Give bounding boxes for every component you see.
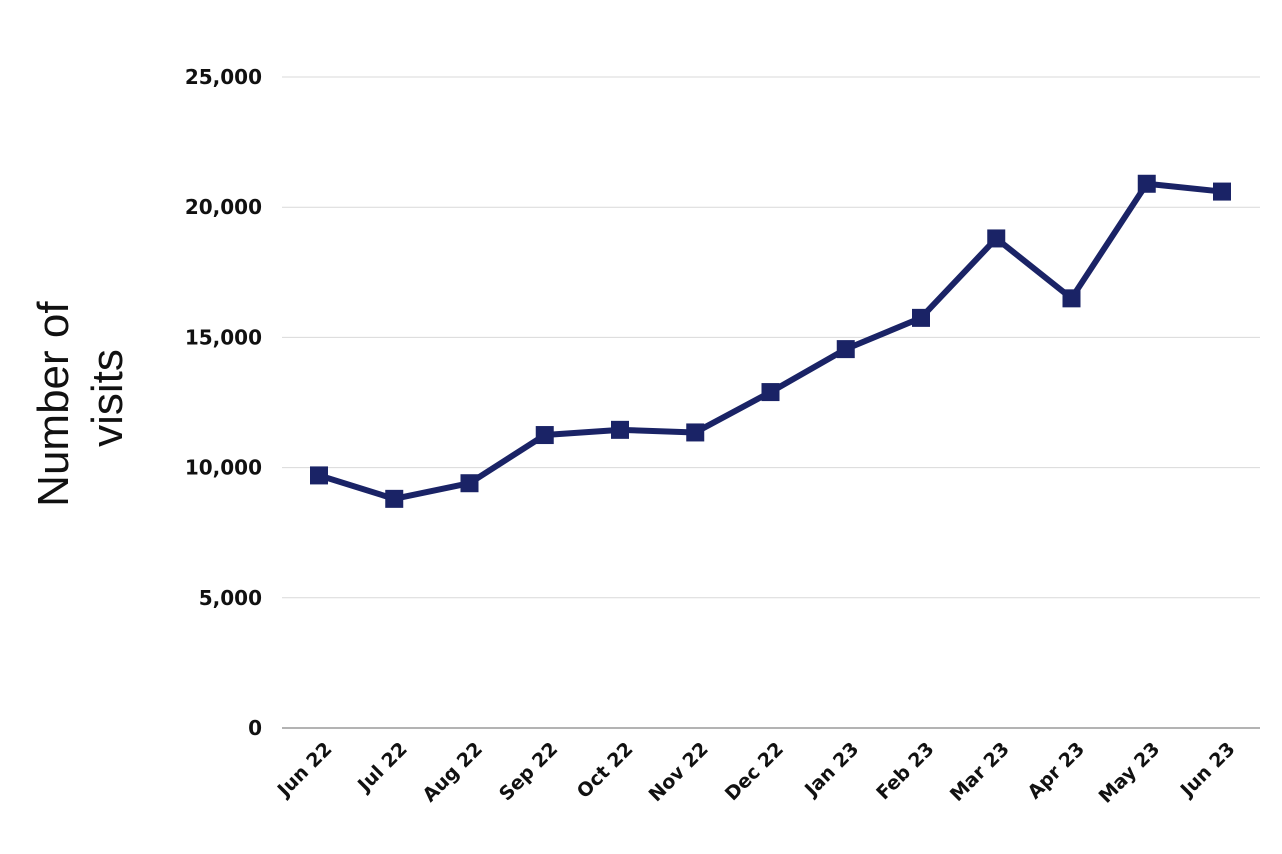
x-tick-label: Dec 22	[721, 738, 788, 805]
series-line	[316, 180, 1225, 502]
series-group	[310, 174, 1231, 508]
data-point-marker	[1137, 174, 1156, 193]
x-tick-label: Feb 23	[872, 738, 938, 804]
data-point-marker	[761, 383, 780, 402]
data-point-marker	[535, 426, 554, 445]
data-point-marker	[460, 474, 479, 493]
y-axis-title-line-1: Number of	[29, 301, 78, 507]
x-tick-label: Aug 22	[419, 738, 488, 807]
y-tick-label: 20,000	[185, 195, 262, 219]
x-tick-label: Sep 22	[495, 738, 562, 805]
x-tick-label: Jan 23	[799, 738, 863, 802]
y-tick-label: 0	[248, 716, 262, 740]
y-tick-label: 5,000	[199, 586, 262, 610]
x-tick-label: Nov 22	[645, 738, 713, 806]
y-tick-label: 15,000	[185, 325, 262, 349]
data-point-marker	[836, 340, 855, 359]
x-tick-label: Jun 22	[272, 738, 336, 802]
y-tick-label: 10,000	[185, 456, 262, 480]
y-tick-label: 25,000	[185, 65, 262, 89]
data-point-marker	[611, 420, 629, 439]
data-point-marker	[686, 423, 705, 442]
data-point-marker	[987, 229, 1006, 248]
y-axis-title: Number of visits	[29, 289, 132, 507]
x-tick-label: Mar 23	[946, 738, 1014, 806]
data-point-marker	[912, 308, 930, 327]
data-point-marker	[310, 466, 328, 485]
y-axis-title-line-2: visits	[83, 349, 132, 447]
data-point-marker	[1062, 289, 1081, 308]
x-tick-label: May 23	[1095, 738, 1165, 808]
x-tick-label: Jun 23	[1175, 738, 1239, 802]
data-point-marker	[1213, 182, 1231, 201]
data-point-marker	[385, 489, 404, 508]
y-tick-labels: 0 5,000 10,000 15,000 20,000 25,000	[185, 65, 262, 740]
x-tick-label: Oct 22	[573, 738, 638, 803]
x-tick-label: Apr 23	[1023, 738, 1089, 804]
x-tick-labels: Jun 22 Jul 22 Aug 22 Sep 22 Oct 22 Nov 22 Dec …	[272, 738, 1239, 808]
y-gridlines	[282, 76, 1260, 729]
x-tick-label: Jul 22	[352, 738, 412, 798]
